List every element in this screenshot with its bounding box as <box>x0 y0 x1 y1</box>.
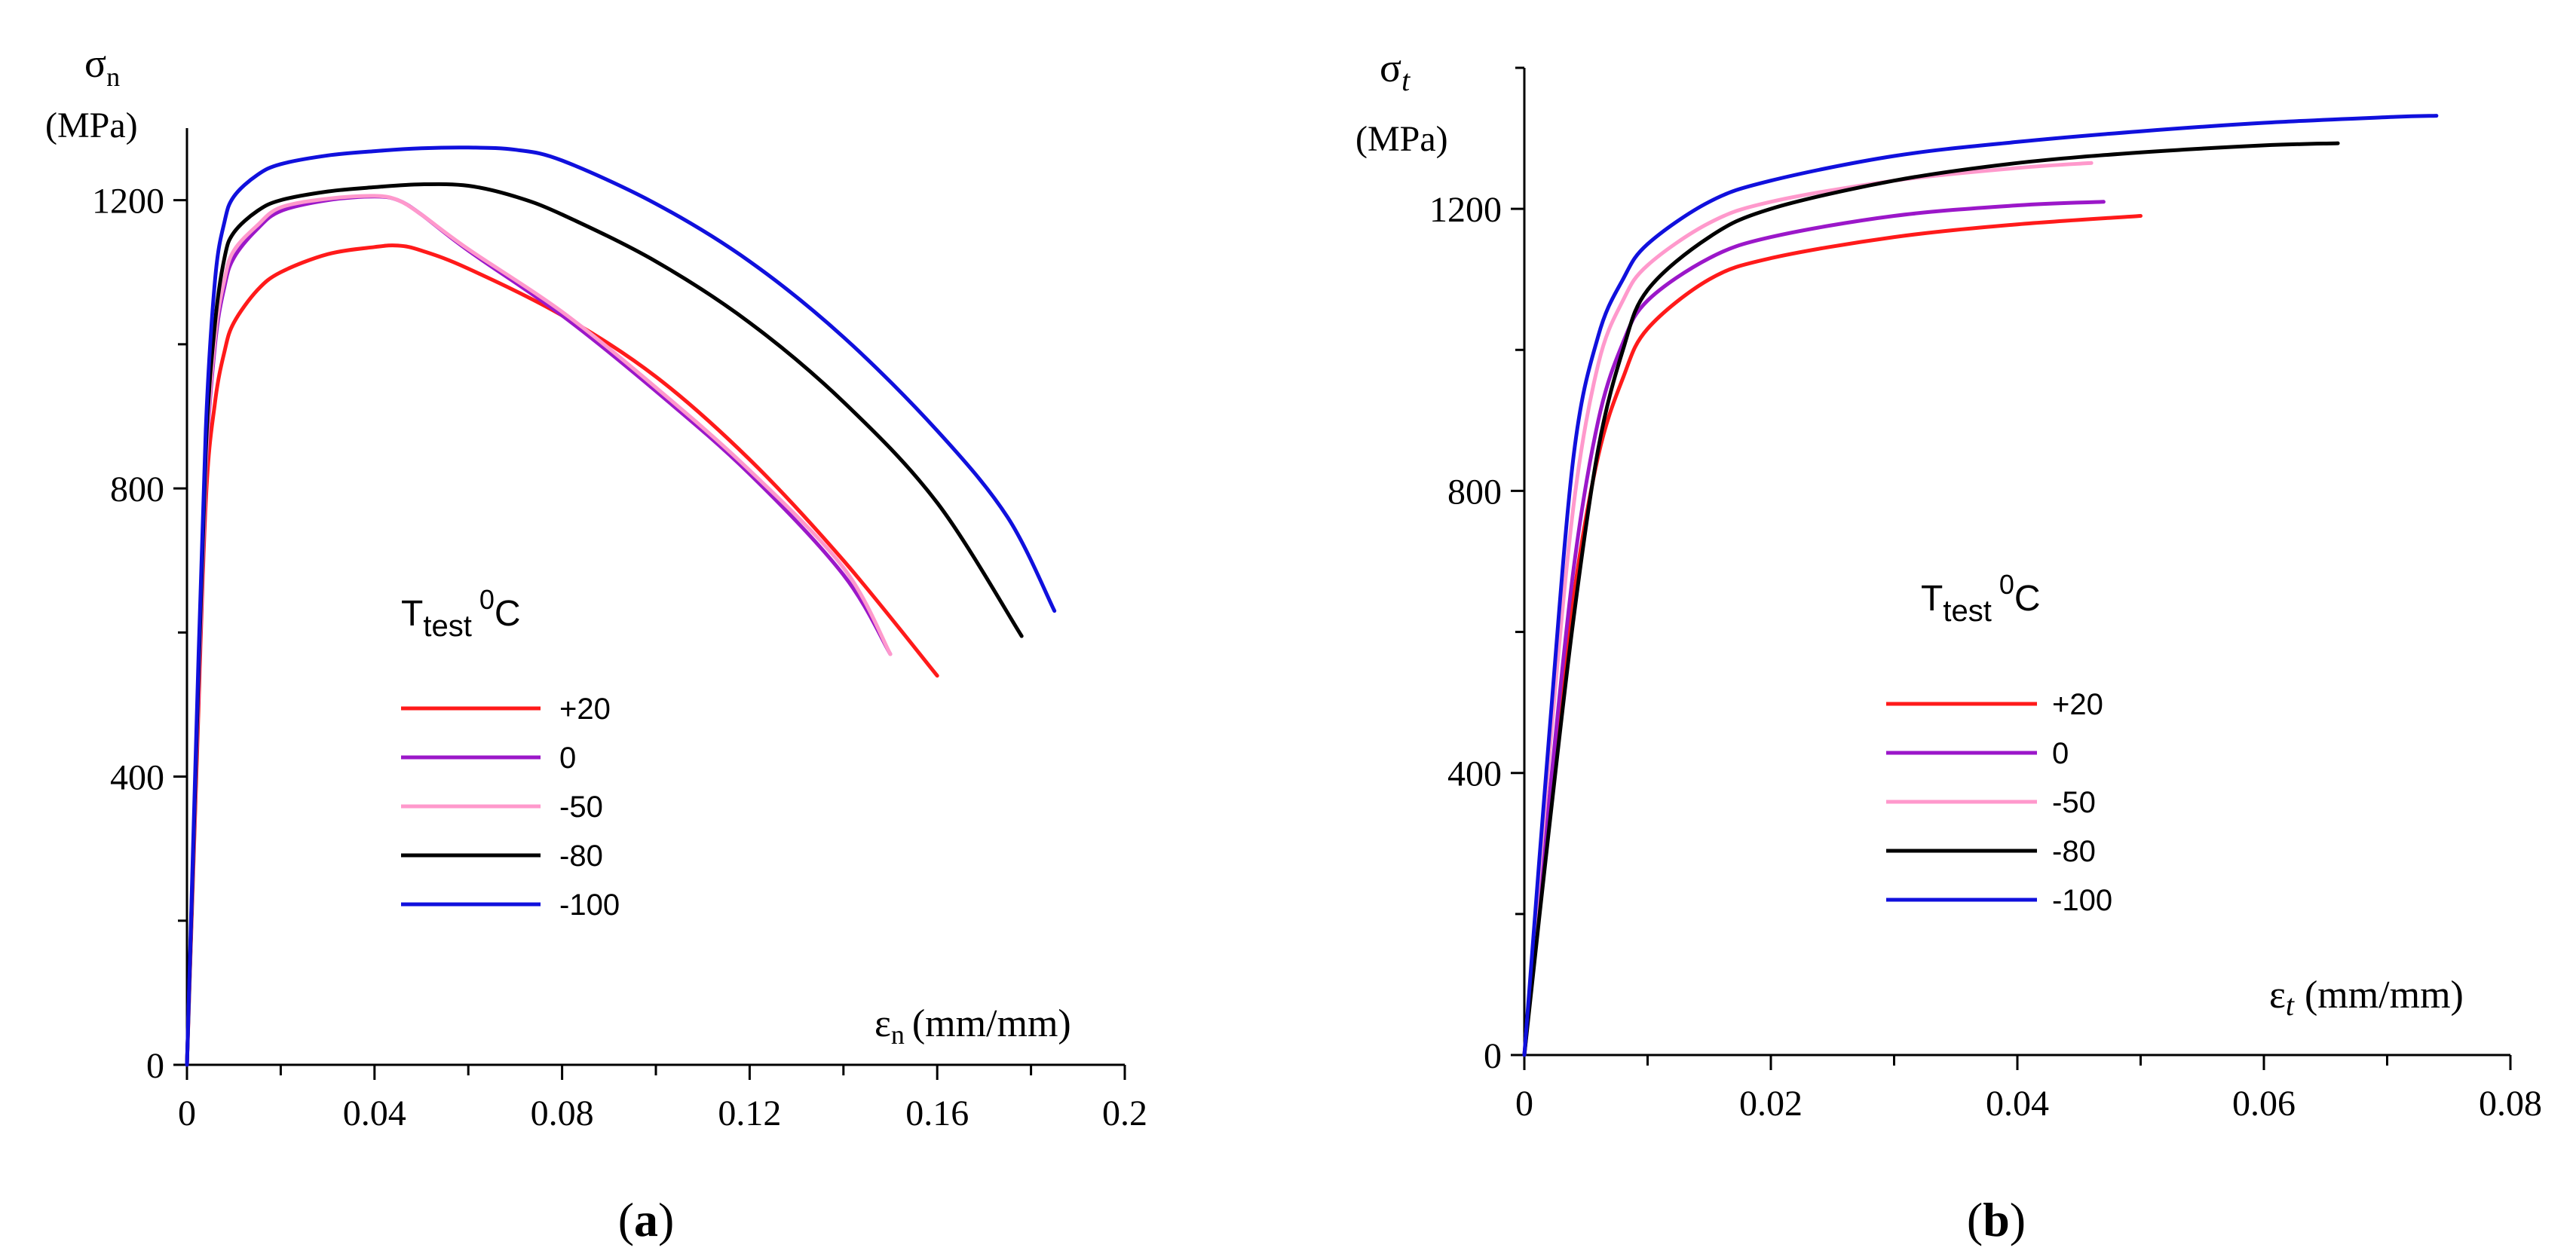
panel-a-ylabel: σn <box>84 41 120 92</box>
panel-b-xlabel: εt (mm/mm) <box>2269 974 2464 1022</box>
panel-b-legend-label-3: -80 <box>2052 835 2096 868</box>
panel-a-x-tick-label: 0.16 <box>905 1093 969 1133</box>
panel-b-ylabel-unit: (MPa) <box>1355 119 1448 159</box>
panel-a-x-tick-label: 0.2 <box>1102 1093 1147 1133</box>
panel-b-x-tick-label: 0.06 <box>2232 1084 2296 1124</box>
panel-b-series-4 <box>1522 114 2439 1057</box>
panel-a-legend-label-0: +20 <box>559 693 611 726</box>
panel-a-series-4 <box>185 145 1057 1067</box>
panel-b-label: (b) <box>1967 1193 2026 1246</box>
panel-b-legend-label-0: +20 <box>2052 688 2103 721</box>
panel-a-series-0 <box>185 243 939 1067</box>
panel-b-legend-label-4: -100 <box>2052 884 2112 917</box>
panel-b-legend-title: Ttest0C <box>1921 569 2041 628</box>
panel-b-legend-label-2: -50 <box>2052 786 2096 819</box>
panel-b-x-tick-label: 0.04 <box>1986 1084 2049 1124</box>
panel-a-curves <box>185 145 1057 1067</box>
panel-b-legend: Ttest0C +20 0 -50 -80 -100 <box>1886 569 2112 917</box>
panel-a-chart: 0 400 800 1200 0 0.04 0.08 0.12 0.16 0.2 σn (MPa)… <box>45 41 1147 1246</box>
panel-b-y-tick-label: 0 <box>1484 1036 1502 1076</box>
panel-a-xlabel: εn (mm/mm) <box>874 1002 1071 1050</box>
panel-a-legend: Ttest0C +20 0 -50 -80 -100 <box>401 584 620 922</box>
panel-a-x-tick-label: 0.04 <box>343 1093 406 1133</box>
panel-a-legend-label-4: -100 <box>559 888 620 922</box>
panel-a-y-tick-label: 800 <box>110 469 164 509</box>
panel-b-x-tick-label: 0.08 <box>2479 1084 2542 1124</box>
panel-b-x-tick-label: 0.02 <box>1739 1084 1803 1124</box>
panel-a-x-tick-label: 0.12 <box>718 1093 781 1133</box>
panel-b-series-1 <box>1522 200 2106 1057</box>
panel-a-legend-label-2: -50 <box>559 791 603 824</box>
panel-a-y-tick-label: 0 <box>146 1046 164 1086</box>
panel-a-x-tick-label: 0 <box>178 1093 196 1133</box>
panel-b-series-3 <box>1522 141 2340 1057</box>
panel-a-y-tick-label: 400 <box>110 758 164 798</box>
panel-b-chart: 0 400 800 1200 0 0.02 0.04 0.06 0.08 σt (MPa) εt… <box>1355 45 2542 1246</box>
panel-a-series-2 <box>185 194 893 1067</box>
panel-a-series-1 <box>185 194 893 1067</box>
panel-a-label: (a) <box>618 1193 675 1246</box>
panel-a-x-tick-label: 0.08 <box>531 1093 594 1133</box>
panel-a-axes: 0 400 800 1200 0 0.04 0.08 0.12 0.16 0.2 <box>92 128 1147 1133</box>
panel-b-curves <box>1522 114 2439 1057</box>
panel-b-axes: 0 400 800 1200 0 0.02 0.04 0.06 0.08 <box>1429 66 2542 1124</box>
panel-a-legend-label-3: -80 <box>559 839 603 873</box>
panel-a-legend-title: Ttest0C <box>401 584 521 643</box>
panel-b-y-tick-label: 400 <box>1447 754 1502 794</box>
panel-b-y-tick-label: 800 <box>1447 472 1502 512</box>
panel-b-series-2 <box>1522 161 2094 1057</box>
panel-a-ylabel-unit: (MPa) <box>45 106 138 145</box>
panel-b-y-tick-label: 1200 <box>1429 190 1502 230</box>
panel-a-legend-label-1: 0 <box>559 742 576 775</box>
panel-b-legend-label-1: 0 <box>2052 737 2069 770</box>
panel-a-y-tick-label: 1200 <box>92 182 164 222</box>
panel-b-series-0 <box>1522 214 2143 1057</box>
panel-b-x-tick-label: 0 <box>1515 1084 1533 1124</box>
panel-b-ylabel: σt <box>1380 45 1411 97</box>
